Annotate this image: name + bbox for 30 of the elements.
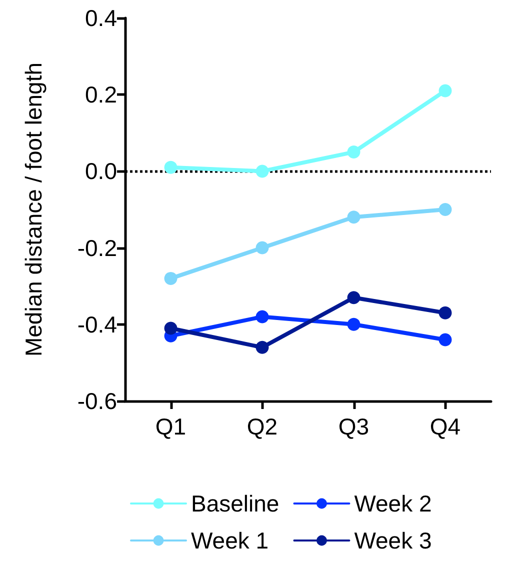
y-tick-label: 0.4 [85,5,118,31]
point [256,241,269,254]
x-tick-label: Q4 [430,414,461,440]
point [347,210,360,224]
x-tick-label: Q1 [155,414,186,440]
x-tick-label: Q2 [246,414,278,440]
point [347,146,360,159]
point [438,333,452,346]
point [164,272,178,285]
legend-label: Week 3 [354,528,432,554]
legend-label: Baseline [191,490,280,516]
point [164,160,178,174]
point [347,318,360,331]
y-tick-label: -0.2 [77,234,117,261]
y-tick-label: -0.6 [77,388,117,414]
legend-label: Week 1 [191,528,269,554]
point [347,291,360,304]
point [438,203,452,216]
x-tick-label: Q3 [338,414,370,440]
y-tick-label: -0.4 [77,311,118,338]
point [438,84,452,98]
point [256,164,269,178]
point [256,310,269,324]
point [438,306,452,320]
legend-label: Week 2 [354,490,432,516]
point [164,322,178,335]
y-axis-title: Median distance / foot length [20,62,46,357]
y-tick-label: 0.2 [85,82,117,108]
point [256,340,269,354]
y-tick-label: 0.0 [85,158,117,184]
